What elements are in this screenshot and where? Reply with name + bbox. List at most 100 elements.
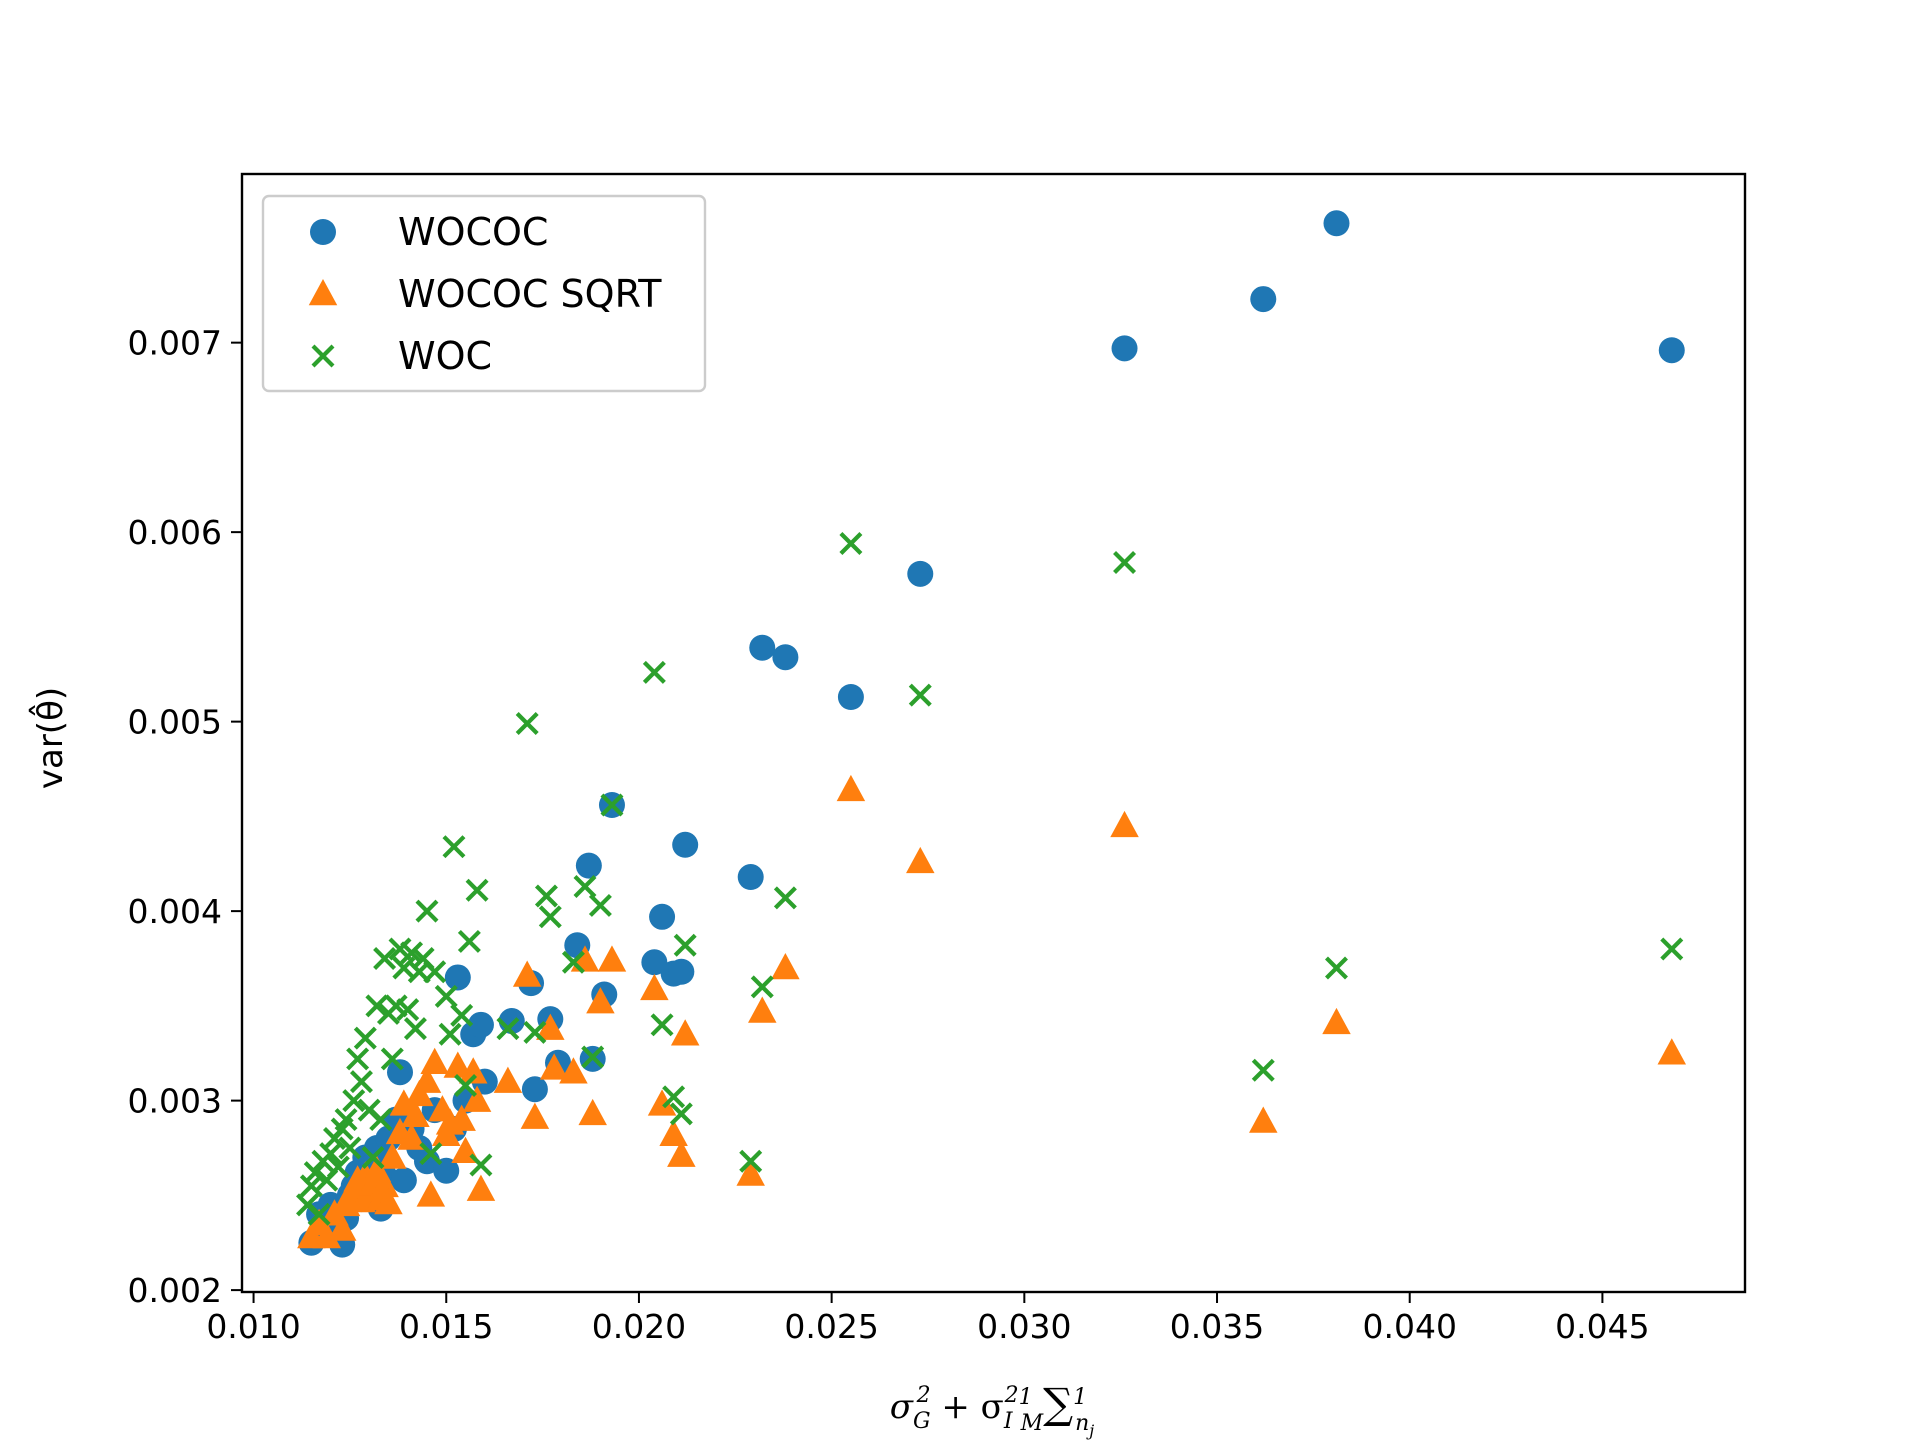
data-point-wococ — [672, 831, 699, 858]
data-point-woc — [349, 1070, 373, 1094]
data-point-wococ-sqrt — [443, 1051, 473, 1078]
data-point-woc — [600, 793, 624, 817]
data-point-wococ-sqrt — [640, 973, 669, 1001]
data-point-woc — [299, 1174, 323, 1198]
data-point-woc — [396, 998, 420, 1022]
series-wococ-sqrt — [297, 774, 1687, 1249]
data-point-woc — [523, 1020, 547, 1044]
legend-marker-woc — [311, 344, 335, 368]
data-point-wococ — [1111, 335, 1138, 362]
data-point-woc — [369, 1108, 393, 1132]
data-point-woc — [442, 835, 466, 859]
data-point-wococ — [444, 964, 471, 991]
data-point-woc — [588, 893, 612, 917]
data-point-wococ — [749, 634, 776, 661]
data-point-wococ-sqrt — [405, 1079, 434, 1107]
data-point-woc — [342, 1089, 366, 1113]
data-point-wococ-sqrt — [659, 1119, 688, 1146]
data-point-woc — [303, 1161, 327, 1185]
data-point-wococ-sqrt — [667, 1140, 696, 1167]
plot-area-frame — [240, 172, 1747, 1294]
data-point-wococ-sqrt — [906, 846, 935, 874]
data-point-woc — [373, 947, 397, 970]
data-point-wococ-sqrt — [1657, 1038, 1687, 1065]
data-point-wococ — [1658, 337, 1685, 364]
x-tick-label: 0.025 — [784, 1307, 878, 1346]
data-point-woc — [400, 941, 424, 965]
x-tick-label: 0.045 — [1555, 1307, 1649, 1346]
data-point-woc — [573, 875, 597, 898]
data-point-wococ — [772, 644, 799, 671]
data-point-wococ-sqrt — [1110, 810, 1139, 838]
y-axis-ticks: 0.002 0.003 0.004 0.005 0.006 0.007 — [128, 324, 242, 1310]
data-point-woc — [669, 1102, 693, 1126]
data-point-woc — [538, 905, 562, 929]
data-point-wococ — [467, 1011, 494, 1038]
data-point-woc — [469, 1153, 493, 1177]
data-point-wococ — [387, 1059, 414, 1086]
legend-box — [261, 194, 707, 393]
data-point-wococ-sqrt — [748, 996, 777, 1023]
x-axis-ticks: 0.010 0.015 0.020 0.025 0.030 0.035 0.040 0.045 — [206, 1292, 1650, 1346]
data-point-woc — [1660, 937, 1684, 961]
data-point-wococ-sqrt — [462, 1085, 492, 1112]
data-point-wococ-sqrt — [493, 1066, 523, 1093]
data-point-woc — [561, 950, 585, 974]
data-point-wococ-sqrt — [597, 945, 627, 972]
data-point-woc — [465, 878, 489, 902]
legend-marker-wococ-sqrt — [308, 279, 338, 306]
legend-marker-wococ — [310, 219, 336, 245]
data-point-woc — [581, 1045, 605, 1069]
data-point-woc — [750, 975, 774, 999]
data-point-woc — [839, 532, 863, 555]
data-point-wococ-sqrt — [327, 1214, 357, 1241]
data-point-woc — [346, 1047, 370, 1071]
data-point-wococ — [837, 683, 864, 710]
series-woc — [296, 532, 1684, 1226]
data-point-wococ-sqrt — [736, 1159, 765, 1186]
data-point-wococ — [668, 958, 695, 985]
data-point-wococ — [649, 903, 676, 930]
data-point-wococ-sqrt — [416, 1180, 446, 1207]
data-point-woc — [673, 933, 697, 957]
data-point-wococ-sqrt — [586, 987, 615, 1014]
y-tick-label: 0.005 — [128, 703, 222, 742]
data-point-wococ-sqrt — [512, 960, 542, 987]
data-point-wococ-sqrt — [771, 952, 800, 980]
data-point-woc — [739, 1149, 763, 1173]
data-point-woc — [454, 1073, 478, 1097]
data-point-woc — [534, 884, 558, 908]
data-point-wococ-sqrt — [397, 1123, 426, 1150]
y-tick-label: 0.003 — [128, 1082, 222, 1121]
legend-label-wococ: WOCOC — [398, 210, 548, 254]
x-tick-label: 0.035 — [1170, 1307, 1264, 1346]
data-point-woc — [908, 683, 932, 707]
y-tick-label: 0.006 — [128, 513, 222, 552]
data-point-woc — [338, 1136, 362, 1160]
data-point-wococ — [737, 864, 764, 891]
x-tick-label: 0.015 — [399, 1307, 493, 1346]
data-point-woc — [642, 660, 666, 684]
data-point-woc — [438, 1022, 462, 1046]
y-tick-label: 0.004 — [128, 892, 222, 931]
data-point-woc — [415, 899, 439, 923]
data-point-woc — [457, 929, 481, 953]
data-point-woc — [307, 1202, 331, 1226]
y-axis-title: var(θ̂) — [29, 687, 71, 789]
data-point-woc — [365, 994, 389, 1018]
data-point-woc — [419, 1142, 443, 1166]
data-point-wococ-sqrt — [578, 1098, 607, 1126]
data-points-layer — [296, 210, 1687, 1258]
data-point-wococ-sqrt — [647, 1089, 677, 1116]
legend-entries: WOCOC WOCOC SQRT WOC — [308, 210, 662, 378]
data-point-wococ-sqrt — [1322, 1007, 1351, 1035]
data-point-woc — [334, 1108, 358, 1132]
x-tick-label: 0.020 — [592, 1307, 686, 1346]
data-point-wococ-sqrt — [539, 1053, 569, 1080]
data-point-wococ-sqrt — [458, 1057, 488, 1084]
data-point-woc — [1113, 550, 1137, 574]
data-point-wococ-sqrt — [370, 1170, 399, 1198]
data-point-woc — [1251, 1058, 1275, 1082]
x-tick-label: 0.040 — [1362, 1307, 1456, 1346]
